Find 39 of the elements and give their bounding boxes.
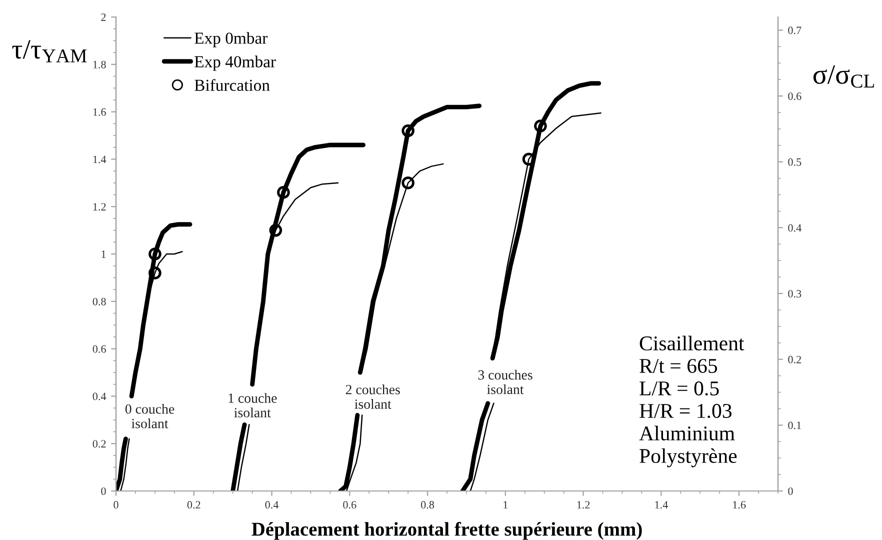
y2-tick-label: 0.1 [788, 422, 801, 430]
x-tick-label: 0.8 [421, 501, 434, 509]
y2-tick-label: 0.2 [788, 356, 801, 364]
y2-tick-label: 0.4 [788, 224, 802, 232]
y2-tick-label: 0.6 [788, 92, 802, 100]
y-tick-label: 1.8 [93, 60, 106, 68]
y-tick-label: 0 [101, 487, 106, 495]
legend-label: Exp 0mbar [194, 32, 268, 48]
y-tick-label: 1.2 [93, 203, 106, 211]
x-tick-label: 1.4 [655, 501, 668, 509]
y2-tick-label: 0.3 [788, 290, 802, 298]
y2-tick-label: 0.7 [788, 26, 802, 34]
y2-tick-label: 0.5 [788, 158, 802, 166]
annotation: 1 couche isolant [228, 393, 277, 418]
x-tick-label: 1.6 [733, 501, 746, 509]
y-tick-label: 1.6 [93, 108, 106, 116]
y2-tick-label: 0 [788, 487, 793, 495]
y-tick-label: 0.2 [92, 440, 106, 448]
y-tick-label: 1 [102, 250, 106, 258]
x-tick-label: 1 [504, 501, 508, 508]
y-tick-label: 2 [101, 13, 106, 21]
x-tick-label: 1.2 [577, 501, 590, 509]
legend-label: Bifurcation [194, 79, 270, 91]
y-tick-label: 0.6 [92, 345, 106, 353]
y2-axis-title: σ/σ$_{CL}$ [813, 65, 874, 88]
x-tick-label: 0.2 [187, 501, 200, 509]
y-tick-label: 1.4 [93, 156, 106, 164]
x-tick-label: 0.6 [343, 501, 356, 509]
y-axis-title: τ/τ$_{YAM}$ [12, 40, 87, 62]
y-tick-label: 0.4 [92, 392, 106, 400]
y-tick-label: 0.8 [92, 298, 106, 306]
x-tick-label: 0 [114, 501, 118, 509]
legend-label: Exp 40mbar [194, 56, 276, 71]
x-axis-title: Déplacement horizontal frette supérieure (mm) [252, 522, 642, 540]
annotation: 3 couches isolant [478, 370, 532, 394]
annotation: 2 couches isolant [346, 384, 400, 409]
annotation: Cisaillement R/t = 665 L/R = 0.5 H/R = 1.03 Aluminium Polystyrène [639, 336, 744, 468]
annotation: 0 couche isolant [125, 404, 174, 428]
x-tick-label: 0.4 [265, 501, 279, 509]
